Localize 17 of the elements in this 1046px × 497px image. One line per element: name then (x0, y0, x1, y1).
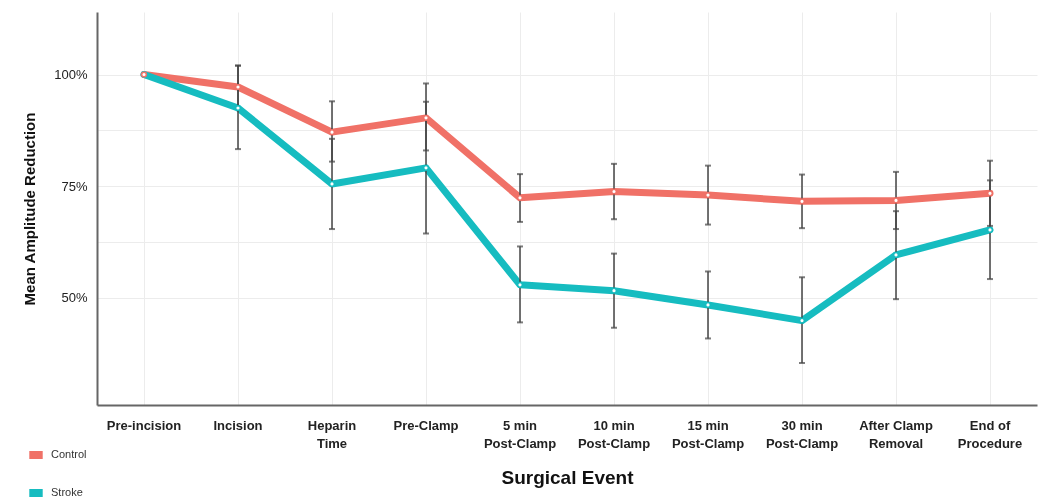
x-tick-label: End of Procedure (957, 417, 1023, 451)
x-tick-label: Heparin Time (307, 417, 357, 451)
x-tick-label: After Clamp Removal (859, 417, 933, 451)
x-tick-label: Pre-incision (106, 417, 182, 433)
x-tick-label: 10 min Post-Clamp (577, 417, 651, 451)
x-axis-title: Surgical Event (501, 466, 635, 488)
legend-label: Stroke (51, 486, 83, 497)
x-tick-label: 15 min Post-Clamp (671, 417, 745, 451)
y-tick-label: 100% (54, 67, 88, 83)
y-axis-title: Mean Amplitude Reduction (21, 112, 39, 306)
x-tick-label: 5 min Post-Clamp (483, 417, 557, 451)
x-tick-label: Incision (213, 417, 263, 433)
x-tick-label: 30 min Post-Clamp (765, 417, 839, 451)
y-tick-label: 50% (61, 290, 88, 306)
x-tick-label: Pre-Clamp (393, 417, 459, 433)
y-tick-label: 75% (61, 178, 88, 194)
legend-label: Control (51, 448, 87, 460)
